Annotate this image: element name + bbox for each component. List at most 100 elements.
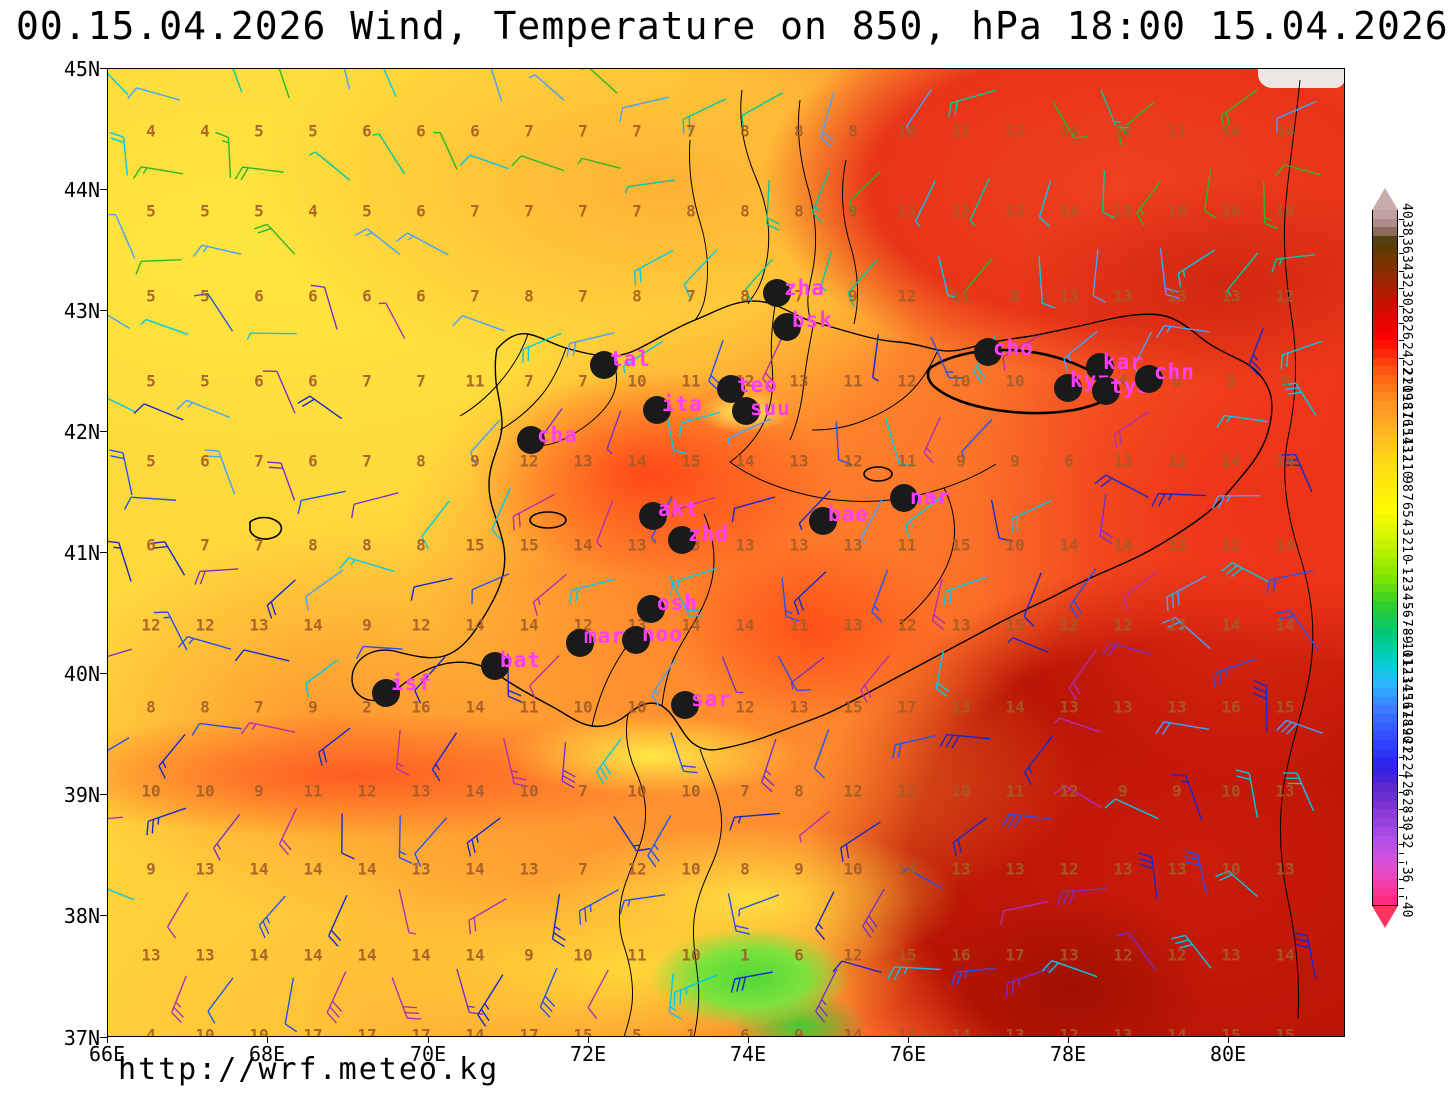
colorbar-tick-label: -16	[1399, 685, 1414, 710]
wind-barb-line	[1067, 354, 1072, 362]
colorbar-tick-label: 15	[1399, 419, 1414, 436]
wind-barb-line	[99, 756, 101, 770]
colorbar-segment	[1372, 670, 1398, 681]
wind-barb-line	[1235, 769, 1250, 774]
wind-barb-line	[897, 743, 902, 758]
colorbar-tick-label: -11	[1399, 642, 1414, 666]
wind-barb-line	[1068, 649, 1097, 689]
wind-barb-line	[1171, 773, 1186, 777]
wind-barb-line	[741, 91, 784, 117]
wind-barb-line	[964, 970, 968, 979]
station-dot-zhd	[668, 526, 696, 554]
wind-barb-line	[817, 923, 824, 930]
wind-barb-line	[108, 72, 129, 96]
temp-value: 10	[1221, 781, 1241, 801]
colorbar-tick	[1399, 774, 1404, 776]
wind-barb-line	[1071, 131, 1079, 134]
wind-barb-line	[1171, 934, 1186, 940]
station-dot-noo	[622, 626, 650, 654]
temp-value: 15	[897, 945, 917, 965]
wind-barb-line	[1177, 273, 1182, 288]
colorbar-segment	[1372, 687, 1398, 698]
temp-value: 6	[416, 201, 426, 221]
wind-barb-line	[1276, 609, 1291, 614]
temp-value: 12	[1059, 1025, 1079, 1045]
colorbar-segment	[1372, 852, 1398, 863]
colorbar-tick-label: -10	[1399, 633, 1414, 658]
temp-value: 12	[735, 697, 755, 717]
temp-value: 13	[195, 945, 215, 965]
wind-barb-line	[257, 227, 272, 234]
wind-barb-line	[639, 268, 642, 283]
station-dot-ita	[643, 396, 671, 424]
source-url-link[interactable]: http://wrf.meteo.kg	[118, 1052, 500, 1087]
wind-barb-line	[532, 601, 538, 616]
temp-value: 12	[843, 451, 863, 471]
wind-barb-line	[1139, 863, 1154, 870]
lake-toktogul	[529, 511, 567, 529]
station-dot-nar	[890, 484, 918, 512]
temp-value: 12	[1059, 859, 1079, 879]
wind-barb-line	[266, 223, 296, 255]
temp-value: 14	[357, 945, 377, 965]
temp-value: 10	[843, 859, 863, 879]
temp-value: 12	[141, 615, 161, 635]
temp-value: 7	[362, 451, 372, 471]
wind-barb-line	[561, 741, 567, 782]
wind-barb-line	[793, 601, 800, 616]
colorbar-tick-label: -8	[1399, 619, 1414, 636]
colorbar-tick	[1399, 305, 1404, 307]
wind-barb-line	[199, 570, 206, 585]
wind-barb-line	[872, 376, 880, 382]
temp-value: 8	[740, 201, 750, 221]
wind-barb-line	[98, 396, 103, 400]
wind-barb-line	[938, 256, 949, 296]
colorbar-tick-label: -1	[1399, 558, 1414, 575]
station-label-zha: zha	[784, 276, 825, 300]
wind-barb-line	[1072, 682, 1081, 696]
temp-value: 10	[897, 121, 917, 141]
temp-value: 13	[1113, 859, 1133, 879]
wind-barb-line	[910, 520, 914, 528]
wind-barb-line	[153, 611, 168, 614]
wind-barb-line	[976, 366, 986, 379]
wind-barb-line	[1041, 960, 1053, 972]
temp-value: 14	[1275, 945, 1295, 965]
wind-barb-line	[459, 154, 471, 166]
wind-barb-line	[894, 966, 942, 971]
wind-barb-line	[469, 154, 509, 170]
colorbar-tick-label: -7	[1399, 611, 1414, 627]
wind-barb-line	[1117, 131, 1123, 146]
colorbar-segment	[1372, 279, 1398, 290]
colorbar-segment	[1372, 618, 1398, 628]
wind-barb-line	[1023, 572, 1042, 617]
temp-value: 14	[1275, 535, 1295, 555]
colorbar-segment	[1372, 844, 1398, 854]
wind-barb-line	[199, 568, 239, 573]
colorbar-tick-label: -20	[1399, 720, 1414, 744]
wind-barb-line	[623, 340, 664, 367]
temp-value: 7	[740, 781, 750, 801]
colorbar-segment	[1372, 383, 1398, 394]
temp-value: 7	[686, 121, 696, 141]
wind-barb-line	[395, 729, 401, 769]
wind-barb-line	[899, 463, 914, 467]
temp-value: 13	[1113, 1025, 1133, 1045]
temp-value: 13	[951, 697, 971, 717]
wind-barb-line	[811, 169, 831, 213]
temp-value: 14	[411, 945, 431, 965]
wind-barb-line	[270, 601, 277, 616]
colorbar-segment	[1372, 340, 1398, 350]
wind-barb-line	[474, 57, 488, 59]
temp-value: 13	[1113, 286, 1133, 306]
wind-barb-line	[407, 1017, 422, 1020]
temp-value: 8	[308, 535, 318, 555]
temp-value: 6	[254, 371, 264, 391]
wind-barb-line	[413, 577, 453, 588]
wind-barb-line	[150, 541, 165, 545]
colorbar-tick-label: 40	[1399, 202, 1414, 219]
station-dot-tal	[590, 351, 618, 379]
wind-barb-line	[865, 920, 875, 933]
wind-barb-line	[108, 540, 119, 544]
colorbar-tick-label: 36	[1399, 237, 1414, 254]
